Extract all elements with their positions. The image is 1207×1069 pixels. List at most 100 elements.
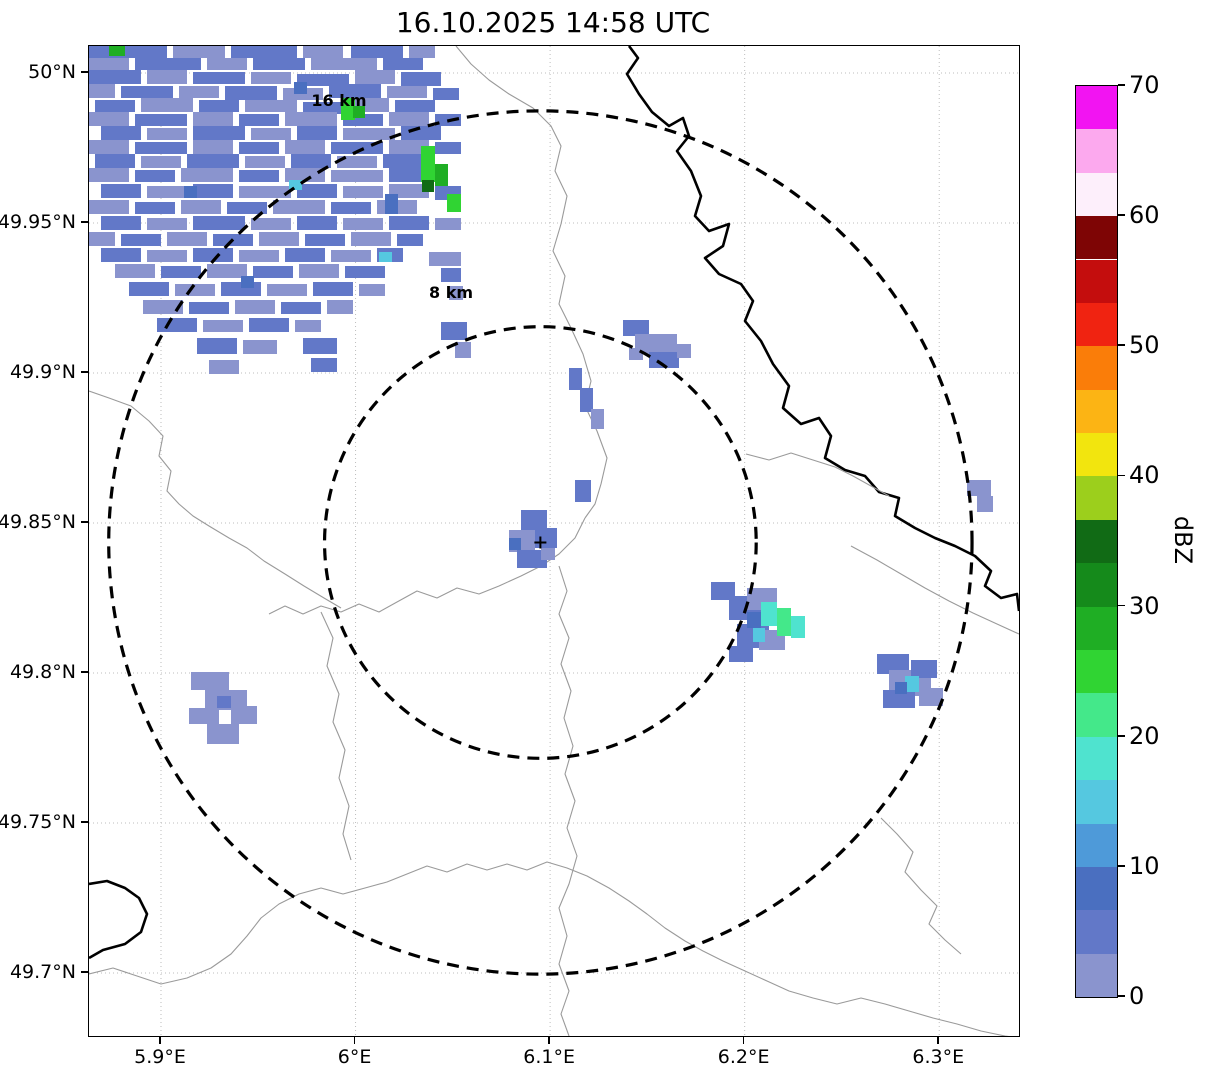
echo-cell bbox=[245, 156, 285, 168]
echo-cell bbox=[147, 128, 187, 140]
echo-cell bbox=[569, 368, 582, 390]
colorbar-segment bbox=[1076, 910, 1117, 954]
echo-cell bbox=[89, 84, 115, 98]
echo-cell bbox=[89, 58, 129, 70]
echo-cell bbox=[327, 300, 353, 314]
colorbar-tick-label: 50 bbox=[1129, 331, 1160, 360]
echo-cell bbox=[181, 168, 233, 182]
colorbar-segment bbox=[1076, 563, 1117, 607]
colorbar-tick-mark bbox=[1118, 344, 1125, 347]
echo-cell bbox=[395, 100, 435, 112]
echo-cell bbox=[343, 128, 395, 140]
echo-cell bbox=[353, 106, 365, 118]
echo-cell bbox=[89, 70, 141, 84]
echo-cell bbox=[193, 126, 245, 140]
colorbar-segment bbox=[1076, 86, 1117, 130]
echo-cell bbox=[761, 602, 777, 626]
echo-cell bbox=[227, 202, 267, 214]
echo-cell bbox=[729, 646, 753, 662]
echo-cell bbox=[401, 126, 441, 140]
echo-cell bbox=[135, 142, 187, 154]
echo-cell bbox=[877, 654, 909, 674]
admin-border-line bbox=[745, 452, 890, 497]
colorbar-segment bbox=[1076, 866, 1117, 911]
echo-cell bbox=[191, 672, 229, 690]
echo-cell bbox=[253, 266, 293, 278]
echo-cell bbox=[249, 318, 289, 332]
echo-cell bbox=[401, 72, 441, 86]
echo-layer bbox=[89, 46, 993, 744]
echo-cell bbox=[517, 550, 547, 568]
colorbar-tick-label: 30 bbox=[1129, 591, 1160, 620]
echo-cell bbox=[167, 232, 207, 246]
echo-cell bbox=[95, 154, 135, 168]
x-tick-mark bbox=[742, 1037, 745, 1044]
echo-cell bbox=[89, 232, 115, 246]
echo-cell bbox=[89, 112, 129, 126]
echo-cell bbox=[121, 234, 161, 246]
echo-cell bbox=[193, 112, 233, 126]
chart-title: 16.10.2025 14:58 UTC bbox=[395, 6, 711, 39]
echo-cell bbox=[184, 186, 197, 198]
echo-cell bbox=[147, 186, 187, 198]
echo-cell bbox=[235, 300, 275, 314]
colorbar-gradient bbox=[1076, 86, 1117, 997]
y-tick-mark bbox=[81, 221, 88, 223]
colorbar-segment bbox=[1076, 736, 1117, 781]
y-tick-label: 49.8°N bbox=[9, 661, 76, 683]
echo-cell bbox=[95, 100, 135, 112]
y-tick-mark bbox=[81, 971, 88, 973]
echo-cell bbox=[455, 342, 471, 358]
echo-cell bbox=[623, 320, 649, 336]
echo-cell bbox=[135, 170, 175, 182]
echo-cell bbox=[753, 628, 765, 642]
colorbar-segment bbox=[1076, 129, 1117, 173]
radar-center-marker bbox=[534, 536, 547, 549]
echo-cell bbox=[203, 320, 243, 332]
range-ring-label: 16 km bbox=[311, 91, 366, 110]
admin-border-line bbox=[89, 861, 1009, 1036]
echo-cell bbox=[435, 218, 461, 230]
echo-cell bbox=[239, 114, 279, 126]
echo-cell bbox=[911, 660, 937, 678]
echo-cell bbox=[299, 264, 339, 278]
echo-cell bbox=[285, 140, 325, 154]
echo-cell bbox=[383, 58, 423, 70]
echo-cell bbox=[285, 248, 325, 262]
echo-cell bbox=[197, 338, 237, 354]
echo-cell bbox=[101, 126, 141, 140]
admin-border-line bbox=[558, 565, 578, 1036]
y-tick-label: 50°N bbox=[28, 61, 76, 83]
plot-svg: 8 km 16 km bbox=[89, 46, 1019, 1036]
echo-cell bbox=[175, 284, 215, 296]
echo-cell bbox=[294, 82, 307, 94]
echo-cell bbox=[441, 322, 467, 340]
echo-cell bbox=[422, 180, 434, 192]
colorbar-tick-label: 40 bbox=[1129, 461, 1160, 490]
colorbar-tick-mark bbox=[1118, 995, 1125, 997]
echo-cell bbox=[193, 184, 233, 198]
echo-cell bbox=[239, 250, 279, 262]
river-border-line bbox=[89, 879, 149, 960]
echo-cell bbox=[189, 708, 219, 724]
echo-cell bbox=[251, 128, 291, 140]
echo-cell bbox=[635, 334, 677, 354]
colorbar-tick-mark bbox=[1118, 214, 1125, 216]
admin-border-line bbox=[850, 545, 1019, 635]
echo-cell bbox=[433, 88, 459, 100]
echo-cell bbox=[379, 252, 392, 262]
echo-cell bbox=[883, 690, 915, 708]
echo-cell bbox=[207, 724, 239, 744]
echo-cell bbox=[189, 302, 229, 314]
admin-border-line bbox=[89, 390, 342, 609]
echo-cell bbox=[337, 156, 377, 168]
colorbar-segment bbox=[1076, 259, 1117, 303]
echo-cell bbox=[225, 86, 277, 100]
echo-cell bbox=[441, 268, 461, 282]
colorbar-unit-label: dBZ bbox=[1169, 515, 1197, 565]
echo-cell bbox=[297, 74, 349, 86]
echo-cell bbox=[747, 612, 761, 628]
echo-cell bbox=[777, 608, 791, 636]
colorbar-tick-mark bbox=[1118, 604, 1125, 607]
colorbar-tick-mark bbox=[1118, 734, 1125, 737]
